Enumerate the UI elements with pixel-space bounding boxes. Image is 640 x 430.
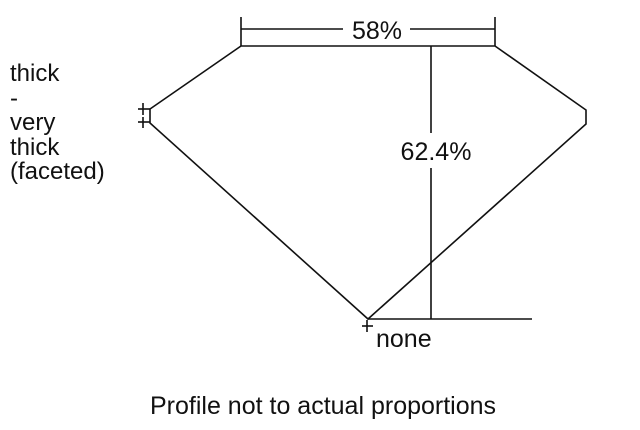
girdle-line: (faceted): [10, 158, 105, 185]
culet-label: none: [376, 325, 432, 353]
girdle-line: thick: [10, 133, 60, 161]
girdle-label: thick - very thick (faceted): [10, 60, 105, 185]
girdle-line: -: [10, 84, 18, 112]
gem-outline: [149, 45, 587, 321]
depth-percentage: 62.4%: [401, 138, 472, 166]
proportions-note: Profile not to actual proportions: [150, 392, 497, 420]
girdle-line: very: [10, 109, 56, 136]
table-percentage: 58%: [352, 17, 402, 45]
girdle-line: thick: [10, 60, 60, 87]
